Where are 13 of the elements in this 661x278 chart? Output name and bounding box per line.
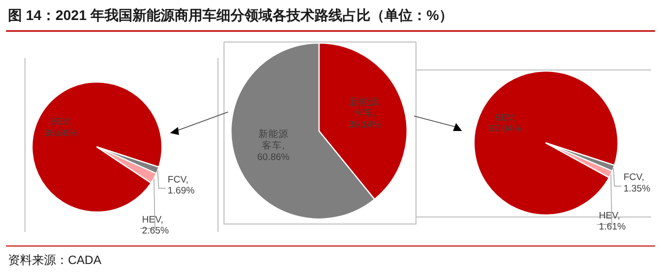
pie-slice: [31, 81, 162, 213]
slice-label: HEV, 2.65%: [142, 214, 170, 237]
slice-label: 新能源客车, 60.86%: [257, 128, 290, 163]
slice-label: BEV, 97.04%: [488, 112, 522, 135]
slice-label: HEV, 1.61%: [598, 210, 626, 233]
slice-label: BEV, 95.66%: [44, 116, 78, 139]
text: 图 14：2021 年我国新能源商用车细分领域各技术路线占比（单位：%）: [8, 7, 453, 23]
slice-label: 新能源卡车, 39.14%: [348, 96, 382, 131]
slice-label: FCV, 1.35%: [623, 172, 651, 195]
pie-slice: [545, 142, 613, 178]
slice-label: FCV, 1.69%: [168, 174, 196, 197]
pie-slice: [96, 146, 157, 184]
text: 资料来源：CADA: [8, 253, 102, 267]
